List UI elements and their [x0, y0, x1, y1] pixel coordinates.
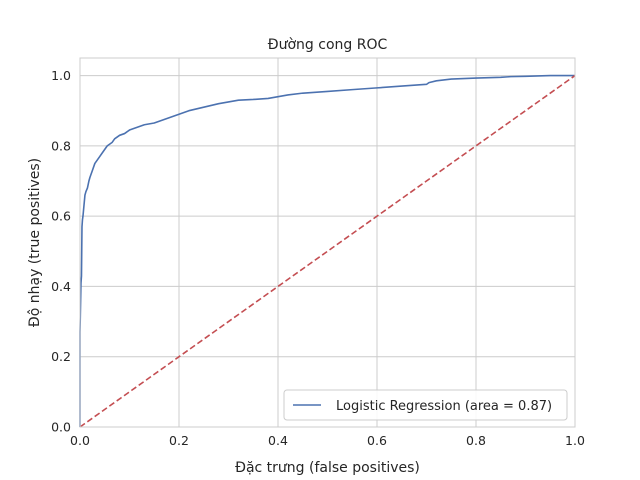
- legend-label-logistic-regression: Logistic Regression (area = 0.87): [336, 399, 552, 414]
- x-tick-label: 1.0: [565, 433, 585, 448]
- x-tick-label: 0.2: [169, 433, 189, 448]
- plot-area: [80, 58, 575, 427]
- chart-title: Đường cong ROC: [268, 37, 388, 53]
- x-tick-labels: 0.0 0.2 0.4 0.6 0.8 1.0: [70, 433, 585, 448]
- legend: Logistic Regression (area = 0.87): [283, 389, 568, 421]
- y-tick-label: 0.2: [51, 349, 71, 364]
- x-tick-label: 0.4: [268, 433, 288, 448]
- y-tick-label: 0.4: [51, 279, 71, 294]
- y-tick-label: 0.0: [51, 420, 71, 435]
- x-tick-label: 0.0: [70, 433, 90, 448]
- series-layer: [79, 74, 576, 428]
- roc-curve-line: [79, 74, 575, 427]
- y-tick-label: 1.0: [51, 68, 71, 83]
- x-tick-label: 0.6: [367, 433, 387, 448]
- y-axis-label: Độ nhạy (true positives): [27, 158, 43, 327]
- legend-box: [283, 389, 568, 421]
- random-baseline-line: [79, 74, 576, 428]
- y-tick-labels: 0.0 0.2 0.4 0.6 0.8 1.0: [51, 68, 71, 434]
- x-tick-label: 0.8: [466, 433, 486, 448]
- x-axis-label: Đặc trưng (false positives): [235, 460, 420, 476]
- y-tick-label: 0.8: [51, 138, 71, 153]
- y-tick-label: 0.6: [51, 209, 71, 224]
- plot-frame: [79, 57, 576, 428]
